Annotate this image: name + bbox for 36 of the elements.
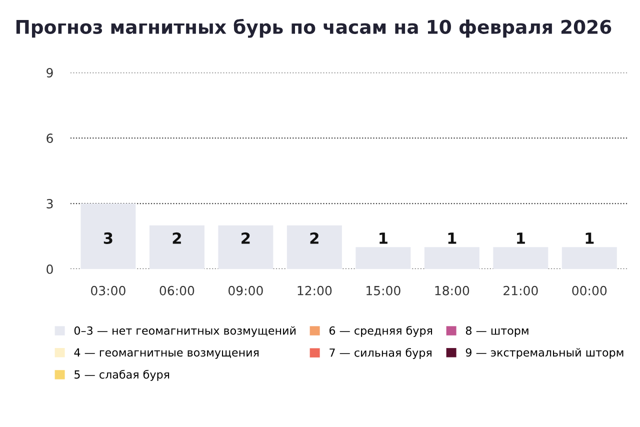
bar: [286, 225, 342, 270]
data-label: 2: [242, 232, 250, 244]
legend-label: 6 — средняя буря: [329, 326, 432, 337]
x-tick-label: 09:00: [228, 286, 263, 296]
data-label: 1: [380, 232, 388, 244]
x-tick-label: 15:00: [366, 286, 400, 296]
y-tick-label: 6: [46, 134, 53, 143]
bar: [493, 247, 548, 270]
y-tick-label: 3: [46, 199, 53, 208]
x-tick-label: 18:00: [435, 286, 470, 296]
bar: [149, 225, 204, 270]
data-label: 2: [172, 232, 181, 244]
bar: [80, 204, 136, 270]
x-tick-label: 21:00: [504, 286, 538, 296]
legend-label: 0–3 — нет геомагнитных возмущений: [74, 326, 296, 337]
y-tick-label: 9: [46, 68, 53, 78]
x-tick-label: 00:00: [572, 286, 607, 296]
legend-label: 5 — слабая буря: [74, 370, 170, 381]
chart-title: Прогноз магнитных бурь по часам на 10 февраля 2026: [16, 18, 612, 38]
bar: [356, 247, 411, 270]
bar: [424, 247, 480, 270]
x-tick-label: 12:00: [298, 286, 332, 296]
bar: [218, 225, 274, 270]
data-label: 1: [448, 232, 456, 244]
legend-label: 9 — экстремальный шторм: [466, 348, 624, 359]
y-tick-label: 0: [46, 264, 53, 274]
data-label: 1: [586, 232, 594, 244]
data-label: 3: [104, 232, 112, 244]
legend-label: 4 — геомагнитные возмущения: [74, 348, 259, 359]
data-label: 2: [310, 232, 318, 244]
x-tick-label: 03:00: [91, 286, 126, 296]
data-label: 1: [517, 232, 525, 244]
bar: [562, 247, 617, 270]
legend-label: 7 — сильная буря: [330, 348, 432, 359]
x-tick-label: 06:00: [160, 286, 194, 296]
legend-label: 8 — шторм: [466, 326, 528, 337]
